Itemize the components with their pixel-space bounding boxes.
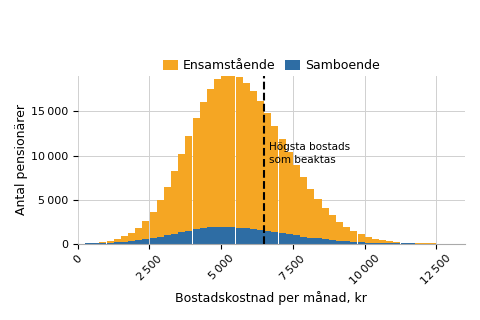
Bar	[386, 243, 393, 244]
Bar	[178, 232, 185, 244]
Bar	[307, 237, 314, 244]
Bar	[358, 242, 364, 244]
Bar	[358, 234, 364, 242]
Bar	[307, 189, 314, 237]
Bar	[156, 237, 164, 244]
Bar	[99, 242, 107, 243]
Bar	[278, 233, 286, 244]
Bar	[236, 228, 242, 244]
Bar	[236, 77, 242, 228]
Bar	[114, 239, 120, 242]
Bar	[379, 240, 386, 243]
Bar	[200, 228, 207, 244]
Bar	[293, 165, 300, 236]
Bar	[257, 230, 264, 244]
Bar	[221, 227, 228, 244]
Y-axis label: Antal pensionärer: Antal pensionärer	[15, 104, 28, 215]
Bar	[400, 243, 408, 244]
Bar	[121, 236, 128, 242]
Bar	[264, 113, 271, 231]
Bar	[107, 243, 114, 244]
Bar	[150, 212, 156, 238]
Bar	[250, 229, 257, 244]
Bar	[415, 243, 422, 244]
Bar	[135, 240, 142, 244]
Bar	[322, 208, 329, 239]
Bar	[192, 229, 200, 244]
Bar	[350, 231, 357, 242]
Bar	[408, 243, 415, 244]
Bar	[329, 215, 336, 240]
Bar	[250, 91, 257, 229]
Bar	[207, 89, 214, 227]
Bar	[171, 234, 178, 244]
Bar	[156, 200, 164, 237]
Bar	[135, 228, 142, 240]
Bar	[128, 233, 135, 241]
Bar	[372, 239, 379, 243]
Bar	[336, 221, 343, 241]
Bar	[293, 236, 300, 244]
Bar	[128, 241, 135, 244]
Bar	[322, 239, 329, 244]
Bar	[221, 74, 228, 227]
Bar	[386, 241, 393, 243]
Bar	[393, 242, 400, 243]
Bar	[92, 243, 99, 244]
Bar	[207, 227, 214, 244]
Bar	[99, 243, 107, 244]
Bar	[365, 237, 372, 243]
Bar	[243, 83, 250, 228]
Bar	[314, 238, 322, 244]
Bar	[150, 238, 156, 244]
Bar	[243, 228, 250, 244]
Bar	[350, 242, 357, 244]
Bar	[278, 139, 286, 233]
Bar	[171, 171, 178, 234]
Bar	[286, 152, 293, 234]
Bar	[178, 154, 185, 232]
Legend: Ensamstående, Samboende: Ensamstående, Samboende	[158, 54, 385, 77]
X-axis label: Bostadskostnad per månad, kr: Bostadskostnad per månad, kr	[175, 291, 367, 305]
Bar	[85, 243, 92, 244]
Bar	[185, 136, 192, 231]
Bar	[257, 101, 264, 230]
Bar	[121, 242, 128, 244]
Bar	[214, 79, 221, 227]
Bar	[107, 241, 114, 243]
Bar	[164, 187, 171, 235]
Bar	[143, 239, 149, 244]
Bar	[264, 231, 271, 244]
Bar	[286, 234, 293, 244]
Bar	[365, 243, 372, 244]
Bar	[300, 236, 307, 244]
Bar	[214, 227, 221, 244]
Bar	[343, 227, 350, 241]
Bar	[143, 221, 149, 239]
Bar	[336, 241, 343, 244]
Bar	[343, 241, 350, 244]
Bar	[379, 243, 386, 244]
Bar	[164, 235, 171, 244]
Bar	[185, 231, 192, 244]
Bar	[272, 126, 278, 232]
Bar	[228, 74, 236, 227]
Bar	[300, 178, 307, 236]
Bar	[329, 240, 336, 244]
Bar	[114, 242, 120, 244]
Text: Högsta bostads
som beaktas: Högsta bostads som beaktas	[268, 142, 349, 165]
Bar	[393, 243, 400, 244]
Bar	[272, 232, 278, 244]
Bar	[314, 199, 322, 238]
Bar	[372, 243, 379, 244]
Bar	[192, 118, 200, 229]
Bar	[228, 227, 236, 244]
Bar	[200, 102, 207, 228]
